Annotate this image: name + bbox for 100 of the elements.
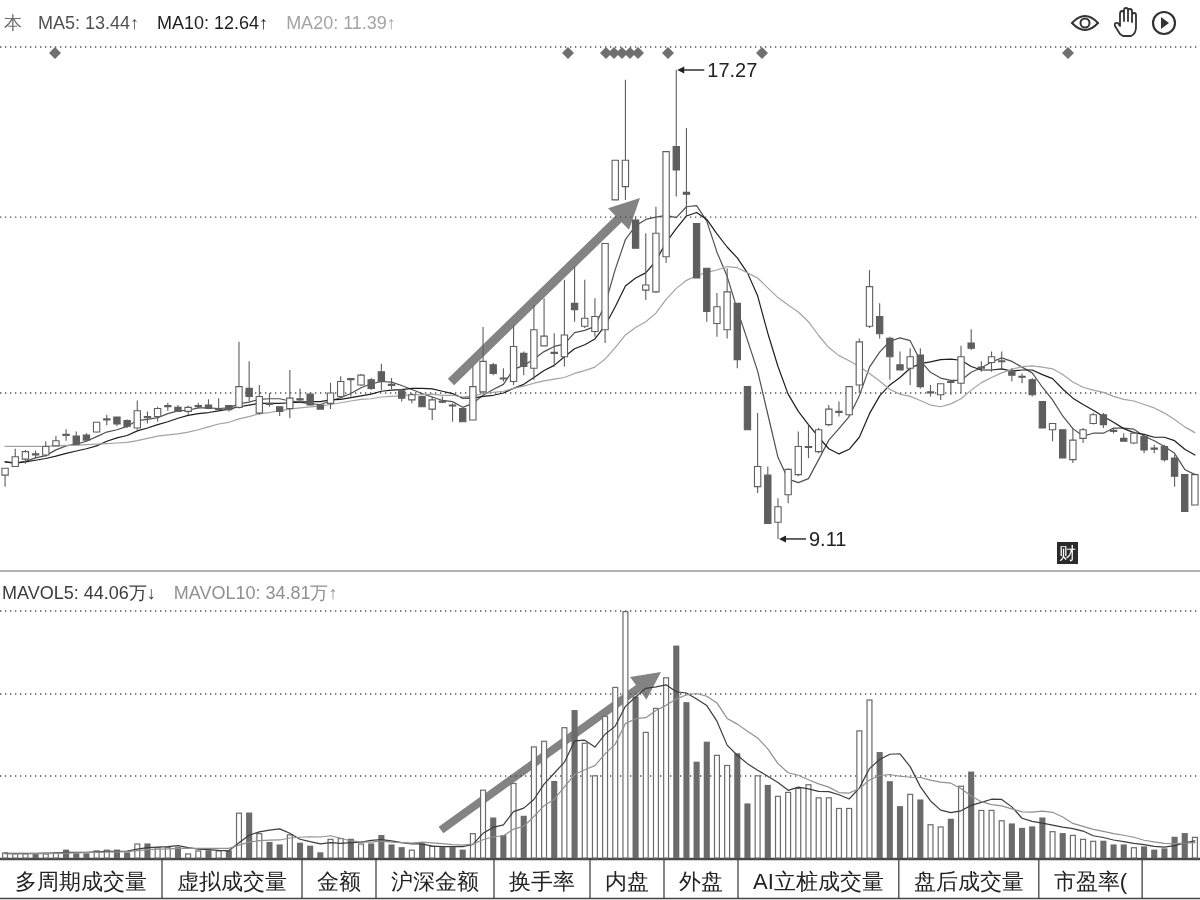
bar bbox=[978, 809, 985, 859]
candlestick bbox=[1089, 412, 1097, 426]
candlestick bbox=[11, 448, 19, 468]
candlestick bbox=[713, 292, 721, 338]
candlestick bbox=[743, 386, 752, 431]
bar bbox=[1161, 848, 1168, 858]
candlestick bbox=[265, 392, 274, 408]
bar bbox=[1141, 846, 1148, 858]
candlestick bbox=[947, 380, 955, 396]
candlestick bbox=[570, 266, 579, 323]
bar bbox=[1029, 826, 1036, 858]
bar bbox=[998, 820, 1005, 859]
candlestick bbox=[235, 341, 243, 410]
bar bbox=[439, 847, 446, 858]
bar bbox=[500, 835, 507, 858]
candlestick bbox=[133, 399, 141, 431]
bar bbox=[1130, 847, 1137, 859]
bar bbox=[734, 753, 741, 858]
candlestick bbox=[672, 69, 680, 197]
candlestick bbox=[865, 269, 874, 329]
bar bbox=[856, 730, 863, 859]
candlestick bbox=[1109, 427, 1118, 434]
candlestick bbox=[926, 384, 935, 397]
candlestick bbox=[143, 410, 152, 424]
candlestick bbox=[336, 375, 345, 399]
bar bbox=[1049, 831, 1056, 859]
bar bbox=[246, 812, 253, 858]
bar bbox=[551, 780, 558, 858]
bar bbox=[815, 797, 822, 859]
bar bbox=[825, 797, 832, 859]
candlestick bbox=[62, 428, 70, 442]
candlestick bbox=[581, 279, 589, 329]
bar bbox=[561, 727, 568, 859]
bar bbox=[1191, 836, 1198, 859]
candlestick bbox=[184, 405, 192, 416]
candlestick bbox=[367, 377, 375, 391]
bar bbox=[205, 850, 212, 858]
candlestick bbox=[31, 449, 40, 459]
bar bbox=[327, 838, 334, 859]
candlestick bbox=[733, 302, 741, 369]
candlestick bbox=[997, 351, 1006, 369]
candlestick bbox=[428, 395, 436, 421]
bar bbox=[724, 764, 731, 859]
candlestick bbox=[255, 384, 264, 416]
candlestick bbox=[387, 377, 396, 390]
candlestick bbox=[540, 297, 548, 347]
text: 盘后成交量 bbox=[913, 869, 1024, 894]
candlestick bbox=[520, 351, 528, 376]
badge: 财 bbox=[1057, 542, 1078, 564]
candlestick bbox=[692, 222, 701, 279]
annotation: 17.27 bbox=[707, 58, 758, 81]
candlestick bbox=[52, 435, 60, 447]
candlestick bbox=[825, 404, 833, 427]
bar bbox=[693, 761, 700, 858]
bar bbox=[591, 775, 598, 859]
bar bbox=[927, 824, 934, 859]
candlestick bbox=[1099, 412, 1108, 429]
candlestick bbox=[42, 440, 50, 458]
candlestick bbox=[936, 382, 945, 401]
candlestick bbox=[316, 403, 325, 411]
bar bbox=[42, 853, 49, 859]
bar bbox=[235, 812, 243, 859]
candlestick bbox=[275, 406, 284, 417]
candlestick bbox=[764, 466, 772, 524]
bar bbox=[124, 852, 131, 858]
candlestick bbox=[957, 345, 965, 394]
candlestick bbox=[92, 421, 101, 434]
candlestick bbox=[1079, 427, 1087, 444]
candlestick bbox=[784, 467, 792, 504]
candlestick bbox=[794, 430, 803, 477]
candlestick bbox=[530, 304, 538, 381]
candlestick bbox=[835, 401, 843, 418]
bar bbox=[632, 696, 639, 858]
bar bbox=[317, 852, 324, 858]
bar bbox=[429, 845, 436, 859]
candlestick bbox=[886, 336, 894, 381]
text: 多周期成交量 bbox=[15, 869, 147, 894]
bar bbox=[449, 847, 456, 858]
bar bbox=[1110, 844, 1117, 859]
candlestick bbox=[164, 402, 172, 412]
candlestick bbox=[916, 347, 925, 389]
bar bbox=[296, 842, 304, 858]
candlestick bbox=[438, 395, 447, 404]
candlestick bbox=[82, 432, 91, 442]
candlestick bbox=[204, 398, 213, 410]
bar bbox=[469, 833, 476, 859]
bar bbox=[520, 815, 527, 858]
candlestick bbox=[1140, 434, 1148, 454]
candlestick bbox=[682, 127, 691, 218]
candlestick bbox=[987, 351, 996, 373]
candlestick bbox=[347, 377, 355, 397]
candlestick bbox=[397, 388, 406, 403]
candlestick bbox=[652, 206, 660, 294]
bar bbox=[663, 677, 670, 859]
candlestick bbox=[509, 324, 518, 386]
candlestick bbox=[153, 406, 162, 423]
candlestick bbox=[113, 416, 121, 427]
candlestick bbox=[774, 497, 782, 540]
candlestick bbox=[601, 243, 609, 344]
text: 换手率 bbox=[509, 869, 575, 894]
